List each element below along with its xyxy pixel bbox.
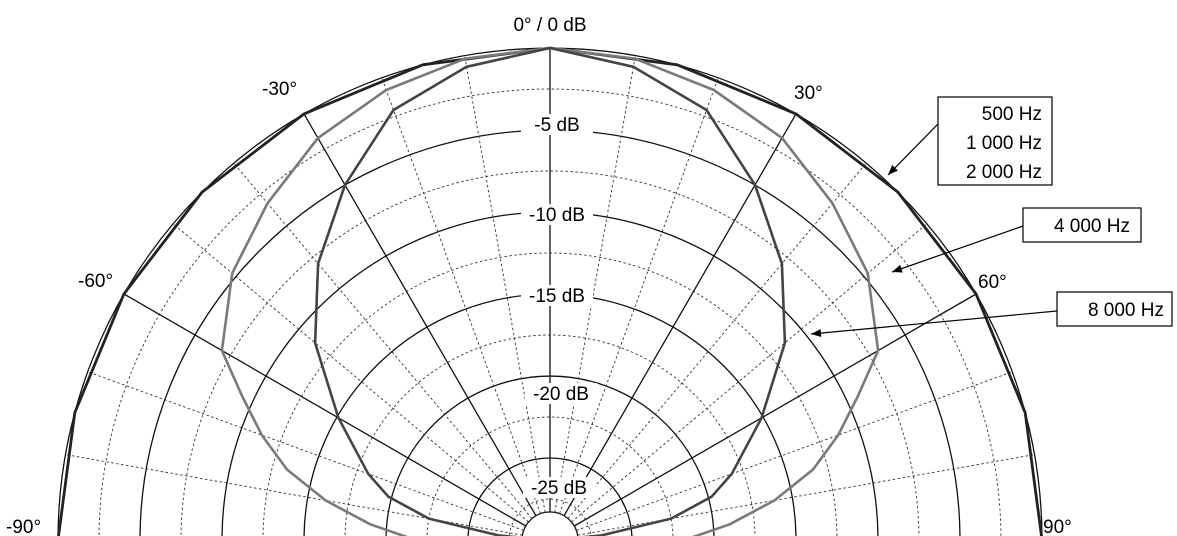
minor-ring xyxy=(98,88,1002,536)
minor-spoke xyxy=(233,162,533,519)
angle-label: 90° xyxy=(1043,517,1072,536)
minor-spoke xyxy=(559,77,719,514)
ring-label: -10 dB xyxy=(529,205,585,226)
major-spoke xyxy=(303,113,537,517)
ring-label-bg xyxy=(525,383,597,404)
ring-label: -15 dB xyxy=(529,286,585,307)
ring-label-bg xyxy=(523,477,595,498)
minor-spoke xyxy=(571,223,928,523)
callout-arrowhead xyxy=(811,329,822,338)
angle-label: -30° xyxy=(262,79,297,100)
angle-label: -90° xyxy=(6,517,41,536)
major-spoke xyxy=(563,113,797,517)
ring-label: 0° / 0 dB xyxy=(513,15,586,36)
callout-leader xyxy=(810,310,1058,335)
callout-box xyxy=(1056,291,1173,327)
callout-1: 4 000 Hz xyxy=(891,207,1142,273)
callout-box xyxy=(937,96,1053,186)
minor-spoke xyxy=(554,55,636,513)
callout-text: 2 000 Hz xyxy=(966,162,1042,183)
polar-labels: 0° / 0 dB -5 dB -10 dB -15 dB -20 dB -25 dB -9… xyxy=(6,14,1072,536)
minor-spoke xyxy=(65,454,523,536)
minor-spoke xyxy=(464,55,546,513)
minor-spoke xyxy=(577,454,1035,536)
minor-spoke xyxy=(567,162,867,519)
ring-label-bg xyxy=(521,204,593,225)
callout-2: 8 000 Hz xyxy=(810,291,1173,338)
angle-label: -60° xyxy=(78,271,113,292)
callout-text: 4 000 Hz xyxy=(1054,216,1130,237)
polar-series xyxy=(57,46,1043,536)
callout-arrowhead xyxy=(892,264,903,273)
ring-label: -20 dB xyxy=(533,384,589,405)
callout-text: 1 000 Hz xyxy=(966,133,1042,154)
callout-arrowhead xyxy=(888,165,898,175)
minor-spoke xyxy=(172,223,529,523)
series-line-2 xyxy=(313,46,787,536)
major-spoke xyxy=(573,293,977,527)
callout-text: 500 Hz xyxy=(982,104,1042,125)
polar-callouts: 500 Hz 1 000 Hz 2 000 Hz 4 000 Hz 8 000 Hz xyxy=(810,96,1173,338)
major-spoke xyxy=(123,293,527,527)
callout-0: 500 Hz 1 000 Hz 2 000 Hz xyxy=(887,96,1053,186)
minor-spoke xyxy=(576,371,1013,531)
callout-leader xyxy=(887,123,939,176)
ring-label-bg xyxy=(521,285,593,306)
ring-label-bg xyxy=(521,114,593,135)
callout-box xyxy=(1022,207,1142,243)
ring-label: -5 dB xyxy=(534,115,579,136)
polar-grid xyxy=(57,47,1043,536)
callout-text: 8 000 Hz xyxy=(1088,300,1164,321)
center-hub xyxy=(521,511,579,536)
ring-label: -25 dB xyxy=(531,478,587,499)
angle-label: 30° xyxy=(794,83,823,104)
minor-ring xyxy=(180,170,920,536)
ring-label-bg xyxy=(502,14,598,36)
angle-label: 60° xyxy=(978,272,1007,293)
minor-ring xyxy=(508,498,592,536)
minor-spoke xyxy=(381,77,541,514)
callout-leader xyxy=(891,225,1024,273)
minor-spoke xyxy=(87,371,524,531)
